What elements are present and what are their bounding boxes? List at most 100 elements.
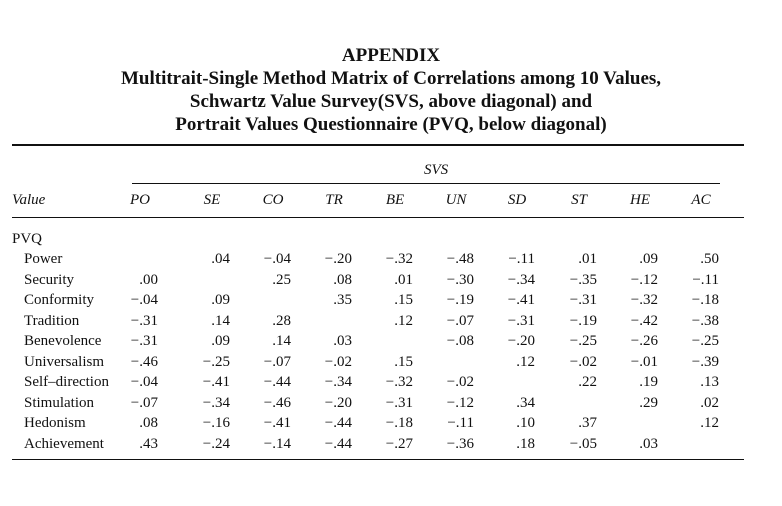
table-cell: .01 xyxy=(394,271,413,288)
column-header-un: UN xyxy=(445,192,467,208)
table-cell: −.39 xyxy=(691,353,719,370)
table-cell: −.07 xyxy=(446,312,474,329)
table-cell: −.02 xyxy=(324,353,352,370)
table-cell: .37 xyxy=(578,415,597,431)
table-cell: −.20 xyxy=(324,251,352,267)
table-cell: −.35 xyxy=(569,271,597,288)
table-cell: .14 xyxy=(211,312,230,329)
table-cell: −.42 xyxy=(630,312,658,329)
row-label: Conformity xyxy=(24,292,94,308)
column-header-ac: AC xyxy=(691,192,711,208)
table-cell: .34 xyxy=(516,394,535,411)
table-cell: −.07 xyxy=(130,394,158,411)
title-line-1: APPENDIX xyxy=(341,45,441,66)
table-cell: −.24 xyxy=(202,435,230,452)
table-cell: −.02 xyxy=(446,374,474,390)
table-cell: .14 xyxy=(272,333,291,349)
table-cell: −.32 xyxy=(630,292,658,308)
table-cell: .04 xyxy=(211,251,230,267)
column-header-po: PO xyxy=(130,192,150,208)
table-cell: −.12 xyxy=(446,394,474,411)
table-cell: .29 xyxy=(639,394,658,411)
table-cell: −.08 xyxy=(446,333,474,349)
table-cell: .03 xyxy=(333,333,352,349)
table-cell: .19 xyxy=(639,374,658,390)
table-cell: .35 xyxy=(333,292,352,308)
table-cell: −.34 xyxy=(324,374,352,390)
table-cell: −.25 xyxy=(569,333,597,349)
table-cell: .03 xyxy=(639,435,658,452)
table-cell: −.44 xyxy=(324,415,352,431)
column-header-tr: TR xyxy=(325,192,343,208)
table-cell: −.12 xyxy=(630,271,658,288)
row-label: Power xyxy=(24,251,63,267)
table-cell: .25 xyxy=(272,271,291,288)
column-header-st: ST xyxy=(571,192,587,208)
table-cell: −.32 xyxy=(385,374,413,390)
table-cell: −.41 xyxy=(263,415,291,431)
table-cell: .09 xyxy=(211,292,230,308)
table-cell: −.32 xyxy=(385,251,413,267)
table-cell: .12 xyxy=(394,312,413,329)
column-header-se: SE xyxy=(203,192,221,208)
table-cell: −.46 xyxy=(263,394,291,411)
table-cell: −.27 xyxy=(385,435,413,452)
table-cell: −.36 xyxy=(446,435,474,452)
column-header-be: BE xyxy=(385,192,405,208)
table-cell: .09 xyxy=(639,251,658,267)
column-header-he: HE xyxy=(630,192,650,208)
table-cell: −.31 xyxy=(569,292,597,308)
table-cell: .28 xyxy=(272,312,291,329)
row-label: Achievement xyxy=(24,435,104,452)
row-label: Tradition xyxy=(24,312,80,329)
value-column-header: Value xyxy=(12,192,46,208)
title-line-3: Schwartz Value Survey(SVS, above diagona… xyxy=(189,91,593,112)
title-line-2: Multitrait-Single Method Matrix of Corre… xyxy=(120,68,662,89)
table-cell: −.34 xyxy=(202,394,230,411)
table-cell: −.20 xyxy=(324,394,352,411)
table-cell: −.38 xyxy=(691,312,719,329)
table-cell: −.48 xyxy=(446,251,474,267)
table-cell: −.04 xyxy=(263,251,291,267)
row-label: Stimulation xyxy=(24,394,95,411)
table-cell: .08 xyxy=(139,415,158,431)
table-cell: −.11 xyxy=(447,415,474,431)
row-label: Security xyxy=(24,271,74,288)
svs-header-underline xyxy=(132,183,720,184)
table-cell: −.31 xyxy=(130,333,158,349)
table-cell: −.18 xyxy=(691,292,719,308)
table-cell: .08 xyxy=(333,271,352,288)
row-label: Universalism xyxy=(24,353,104,370)
title-line-4: Portrait Values Questionnaire (PVQ, belo… xyxy=(175,114,607,135)
table-cell: −.31 xyxy=(130,312,158,329)
table-cell: .15 xyxy=(394,353,413,370)
table-cell: −.01 xyxy=(630,353,658,370)
table-cell: −.02 xyxy=(569,353,597,370)
table-cell: .02 xyxy=(700,394,719,411)
bottom-rule xyxy=(12,459,744,460)
table-cell: .12 xyxy=(516,353,535,370)
table-cell: −.18 xyxy=(385,415,413,431)
table-cell: −.26 xyxy=(630,333,658,349)
table-cell: −.31 xyxy=(507,312,535,329)
table-cell: .01 xyxy=(578,251,597,267)
table-cell: .00 xyxy=(139,271,158,288)
table-cell: −.34 xyxy=(507,271,535,288)
table-cell: −.11 xyxy=(692,271,719,288)
table-cell: .12 xyxy=(700,415,719,431)
table-cell: .22 xyxy=(578,374,597,390)
table-cell: −.19 xyxy=(569,312,597,329)
table-cell: −.41 xyxy=(507,292,535,308)
table-cell: −.04 xyxy=(130,374,158,390)
table-cell: −.31 xyxy=(385,394,413,411)
table-cell: −.44 xyxy=(263,374,291,390)
table-cell: .50 xyxy=(700,251,719,267)
table-cell: −.30 xyxy=(446,271,474,288)
table-cell: .43 xyxy=(139,435,158,452)
table-cell: −.04 xyxy=(130,292,158,308)
table-cell: −.05 xyxy=(569,435,597,452)
top-rule xyxy=(12,144,744,146)
table-cell: −.44 xyxy=(324,435,352,452)
appendix-title: APPENDIX Multitrait-Single Method Matrix… xyxy=(0,44,782,136)
